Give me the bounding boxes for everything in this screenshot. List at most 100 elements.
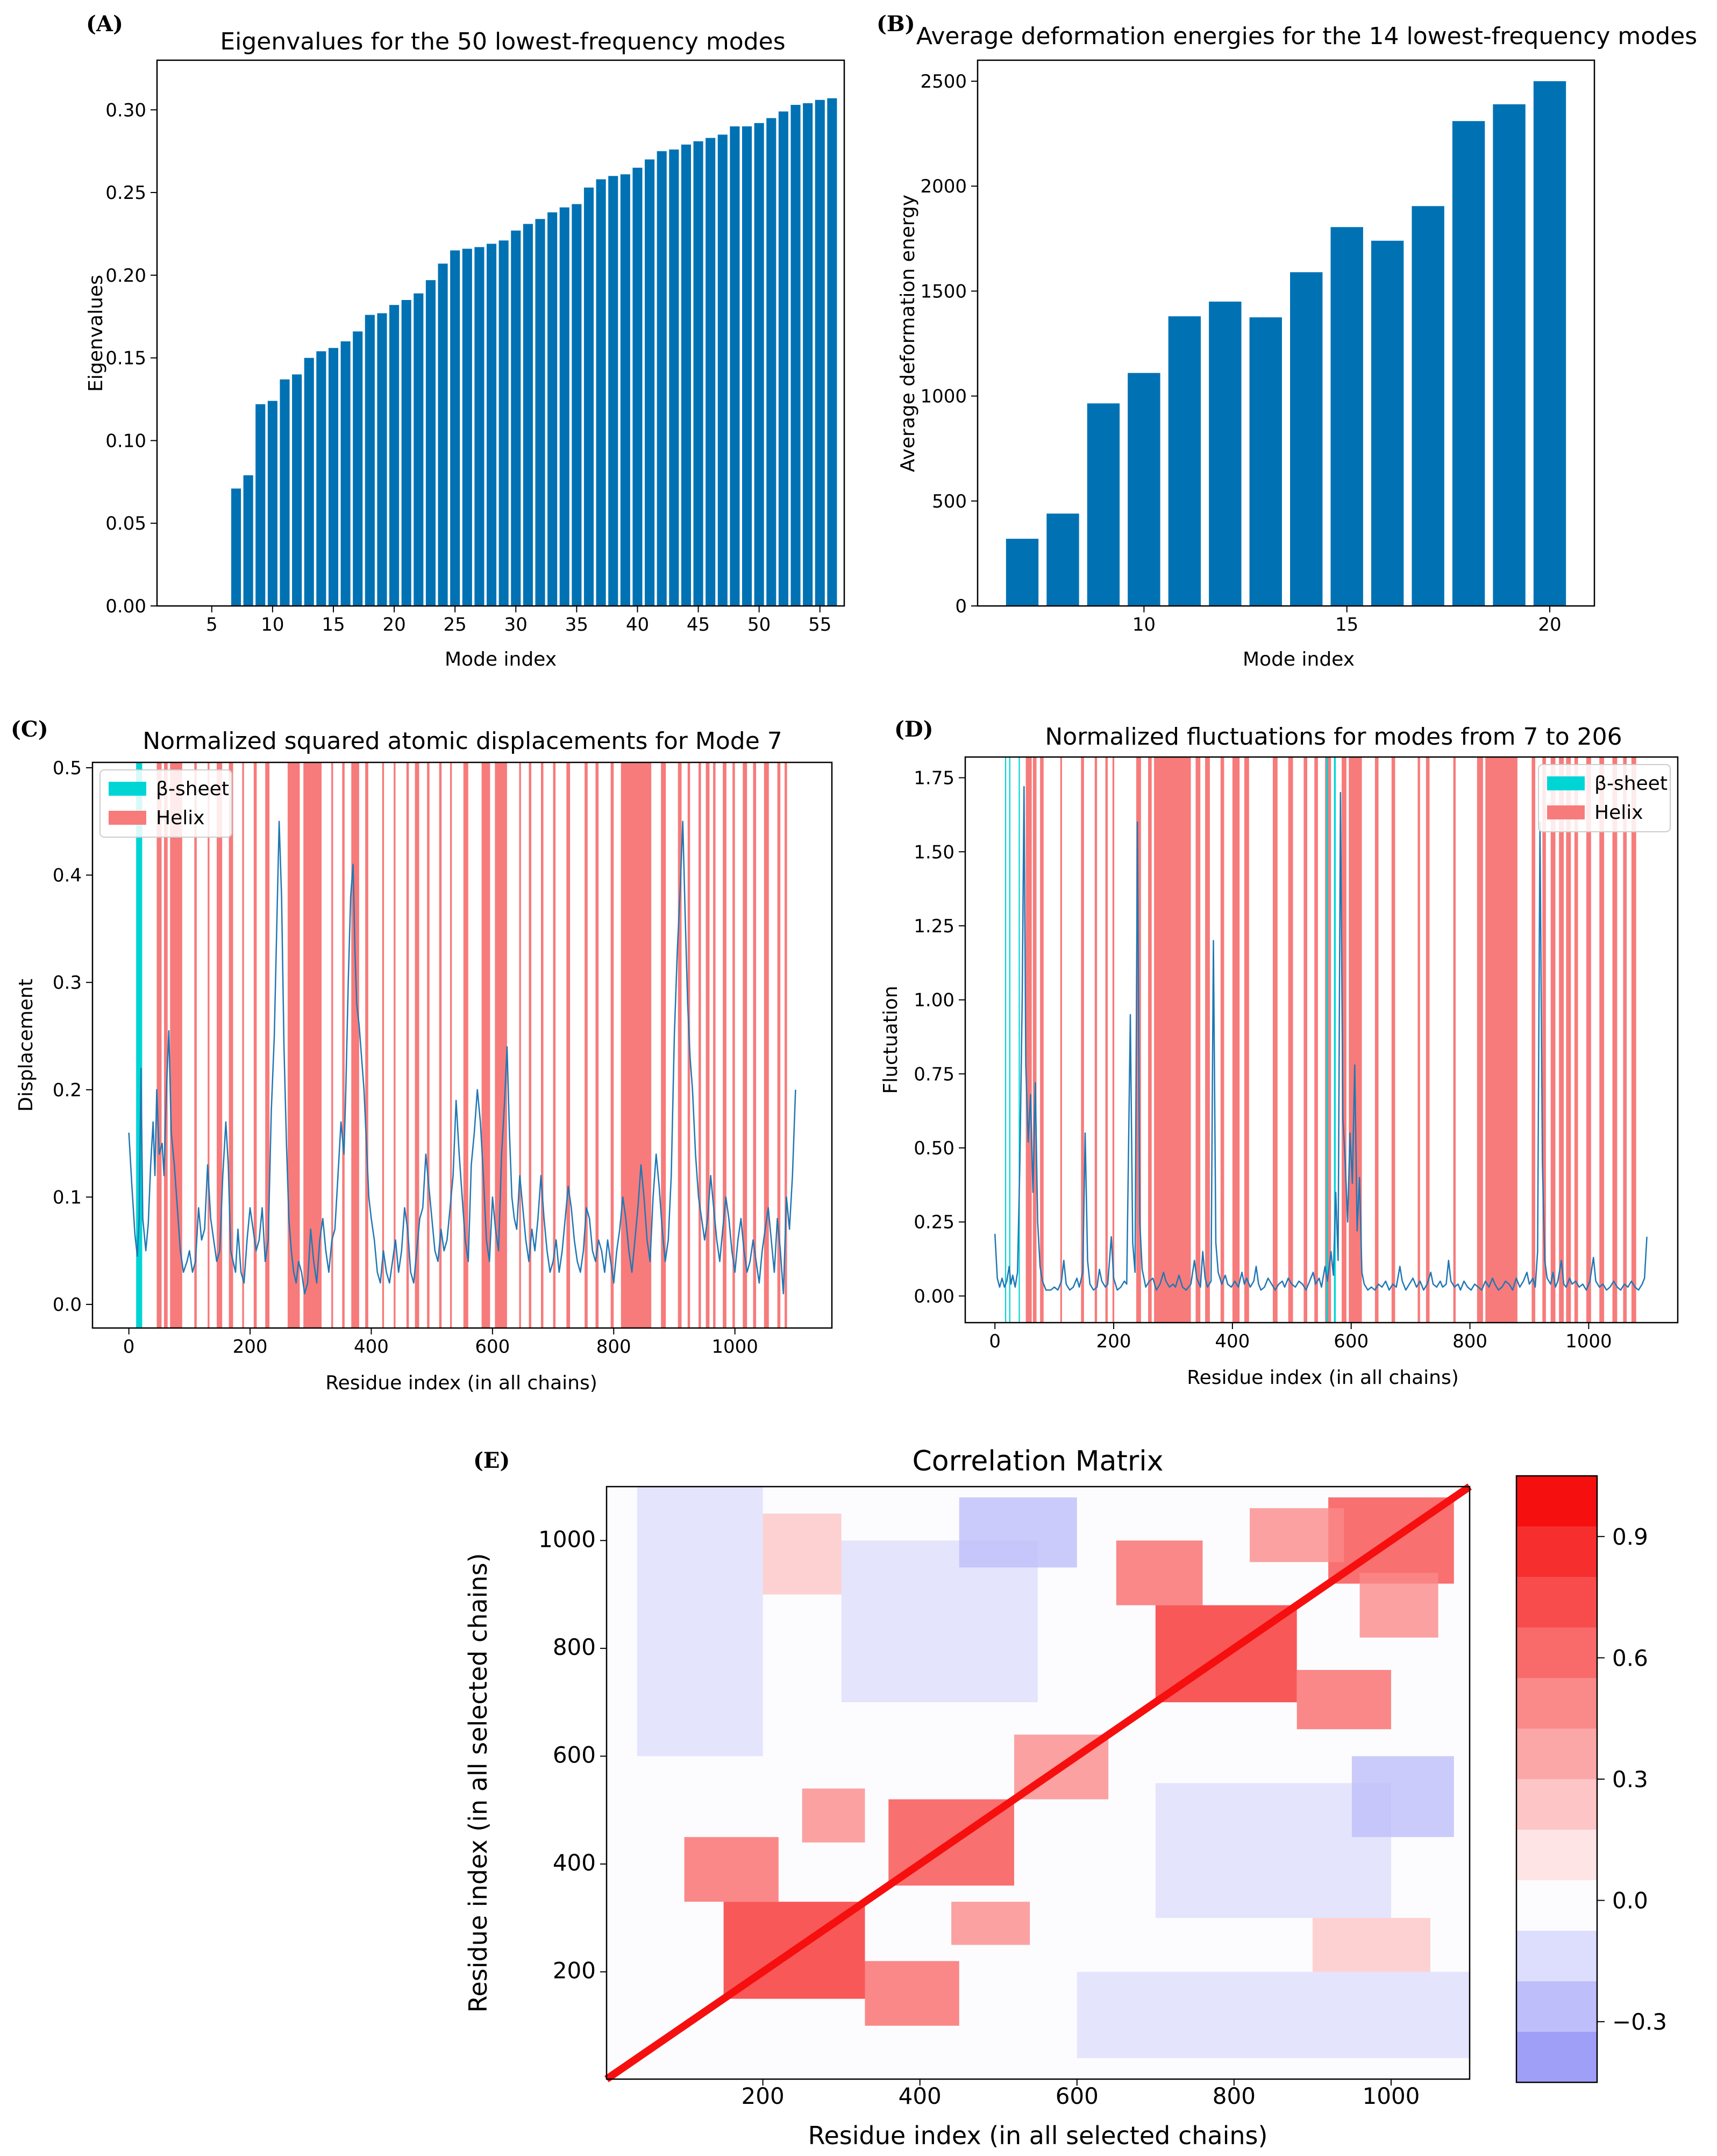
panel-e-ytick-label: 400: [553, 1850, 596, 1876]
panel-a-xtick-label: 15: [322, 614, 345, 636]
panel-d-ytick-label: 1.00: [914, 990, 954, 1011]
panel-a-bar: [547, 212, 558, 606]
panel-c-legend-sheet-swatch: [109, 782, 146, 796]
panel-a-bar: [790, 105, 801, 606]
panel-a-bar: [243, 475, 253, 606]
panel-c-helix-band: [156, 762, 162, 1328]
panel-c-xtick-label: 200: [233, 1336, 268, 1358]
panel-b-plot: 10 15 20 0 500 1000 1500 2000 2500: [920, 71, 1566, 636]
panel-c-helix-band: [678, 762, 682, 1328]
panel-c-helix-band: [194, 762, 197, 1328]
panel-a-bar: [523, 224, 533, 606]
panel-c-helix-band: [217, 762, 223, 1328]
panel-c-helix-band: [595, 762, 599, 1328]
panel-d-xtick-label: 600: [1334, 1331, 1369, 1352]
panel-d-helix-band: [1105, 757, 1108, 1323]
panel-d-helix-band: [1060, 757, 1062, 1323]
panel-a-bar: [742, 126, 752, 606]
panel-e-colorbar-level: [1516, 2032, 1597, 2082]
panel-d-helix-band: [1244, 757, 1249, 1323]
panel-a-bar: [304, 358, 314, 606]
panel-a-bar: [365, 315, 375, 606]
panel-d-helix-band: [1349, 757, 1362, 1323]
panel-c-ytick-label: 0.3: [53, 972, 82, 994]
panel-e-title: Correlation Matrix: [913, 1445, 1164, 1477]
panel-a-bar: [377, 313, 387, 606]
panel-a-bar: [511, 230, 521, 606]
panel-b-xtick-label: 20: [1538, 614, 1561, 636]
panel-e-colorbar-level: [1516, 1779, 1597, 1830]
panel-a-ytick-label: 0.00: [105, 596, 146, 617]
panel-c-frame: [91, 761, 833, 1329]
panel-a-bar: [827, 98, 837, 606]
panel-e-colorbar-level: [1516, 1830, 1597, 1880]
panel-a-bar: [657, 151, 667, 606]
panel-d-xlabel: Residue index (in all chains): [1187, 1367, 1459, 1389]
panel-a-xtick-label: 45: [687, 614, 710, 636]
panel-d-ytick-label: 0.25: [914, 1212, 954, 1233]
panel-c-helix-band: [764, 762, 769, 1328]
panel-e-block: [959, 1497, 1077, 1568]
panel-b-ytick-label: 500: [932, 491, 967, 512]
panel-c-helix-band: [427, 762, 430, 1328]
panel-a-ytick-label: 0.25: [105, 182, 146, 204]
panel-c-helix-band: [519, 762, 521, 1328]
panel-a-bar: [608, 176, 618, 606]
panel-c-series-line: [128, 820, 796, 1295]
panel-c-helix-band: [566, 762, 571, 1328]
panel-c-helix-band: [351, 762, 359, 1328]
panel-e-colorbar-level: [1516, 1476, 1597, 1526]
panel-c-ytick-label: 0.0: [53, 1294, 82, 1316]
panel-a-bar: [267, 401, 277, 606]
panel-b-ytick-label: 2500: [920, 71, 967, 92]
panel-c-legend: β-sheet Helix: [99, 769, 232, 838]
panel-a-bar: [486, 244, 497, 606]
panel-d-legend-sheet-swatch: [1547, 776, 1585, 790]
panel-c-helix-band: [699, 762, 701, 1328]
panel-d-helix-band: [1342, 757, 1346, 1323]
panel-c-xtick-label: 0: [123, 1336, 135, 1358]
panel-a-bar: [280, 379, 290, 606]
panel-e-ytick-label: 1000: [538, 1526, 596, 1552]
panel-a-bar: [572, 204, 582, 606]
panel-e-ytick-label: 800: [553, 1634, 596, 1660]
panel-a-bar: [438, 263, 448, 606]
panel-b-xtick-label: 10: [1132, 614, 1156, 636]
panel-c-helix-band: [406, 762, 409, 1328]
panel-e-colorbar-tick-label: 0.3: [1612, 1766, 1648, 1793]
panel-a-xtick-label: 25: [444, 614, 467, 636]
panel-c-helix-band: [253, 762, 257, 1328]
panel-c-helix-band: [661, 762, 666, 1328]
panel-a-bar: [681, 144, 691, 606]
panel-a-bar: [292, 374, 302, 606]
panel-c-ytick-label: 0.1: [53, 1187, 82, 1208]
panel-d-helix-band: [1272, 757, 1278, 1323]
panel-a-bar: [255, 404, 266, 606]
panel-e: (E) Correlation Matrix 200 400 600 800 10002…: [464, 1445, 1667, 2150]
panel-d-helix-band: [1550, 757, 1556, 1323]
panel-b-ytick-label: 1500: [920, 281, 967, 302]
panel-e-block: [1250, 1508, 1344, 1562]
panel-c-helix-band: [777, 762, 781, 1328]
panel-d-helix-band: [1531, 757, 1535, 1323]
panel-a-bar: [693, 141, 703, 606]
panel-b-bar: [1006, 539, 1039, 606]
panel-b-bar: [1087, 403, 1120, 606]
panel-a-xtick-label: 20: [382, 614, 405, 636]
panel-d-helix-band: [1559, 757, 1564, 1323]
panel-c: (C) Normalized squared atomic displaceme…: [11, 717, 833, 1394]
panel-a-bar: [353, 331, 363, 606]
panel-c-helix-band: [785, 762, 787, 1328]
panel-a-bar: [583, 187, 594, 606]
panel-d-ytick-label: 0.50: [914, 1138, 954, 1159]
panel-c-helix-band: [331, 762, 333, 1328]
panel-e-colorbar-level: [1516, 1880, 1597, 1931]
panel-c-helix-band: [481, 762, 490, 1328]
panel-c-helix-band: [713, 762, 716, 1328]
panel-b-ytick-label: 1000: [920, 386, 967, 408]
panel-c-helix-band: [529, 762, 531, 1328]
panel-c-xlabel: Residue index (in all chains): [325, 1372, 597, 1394]
panel-b: (B) Average deformation energies for the…: [877, 11, 1697, 670]
panel-d-frame: [964, 756, 1679, 1324]
